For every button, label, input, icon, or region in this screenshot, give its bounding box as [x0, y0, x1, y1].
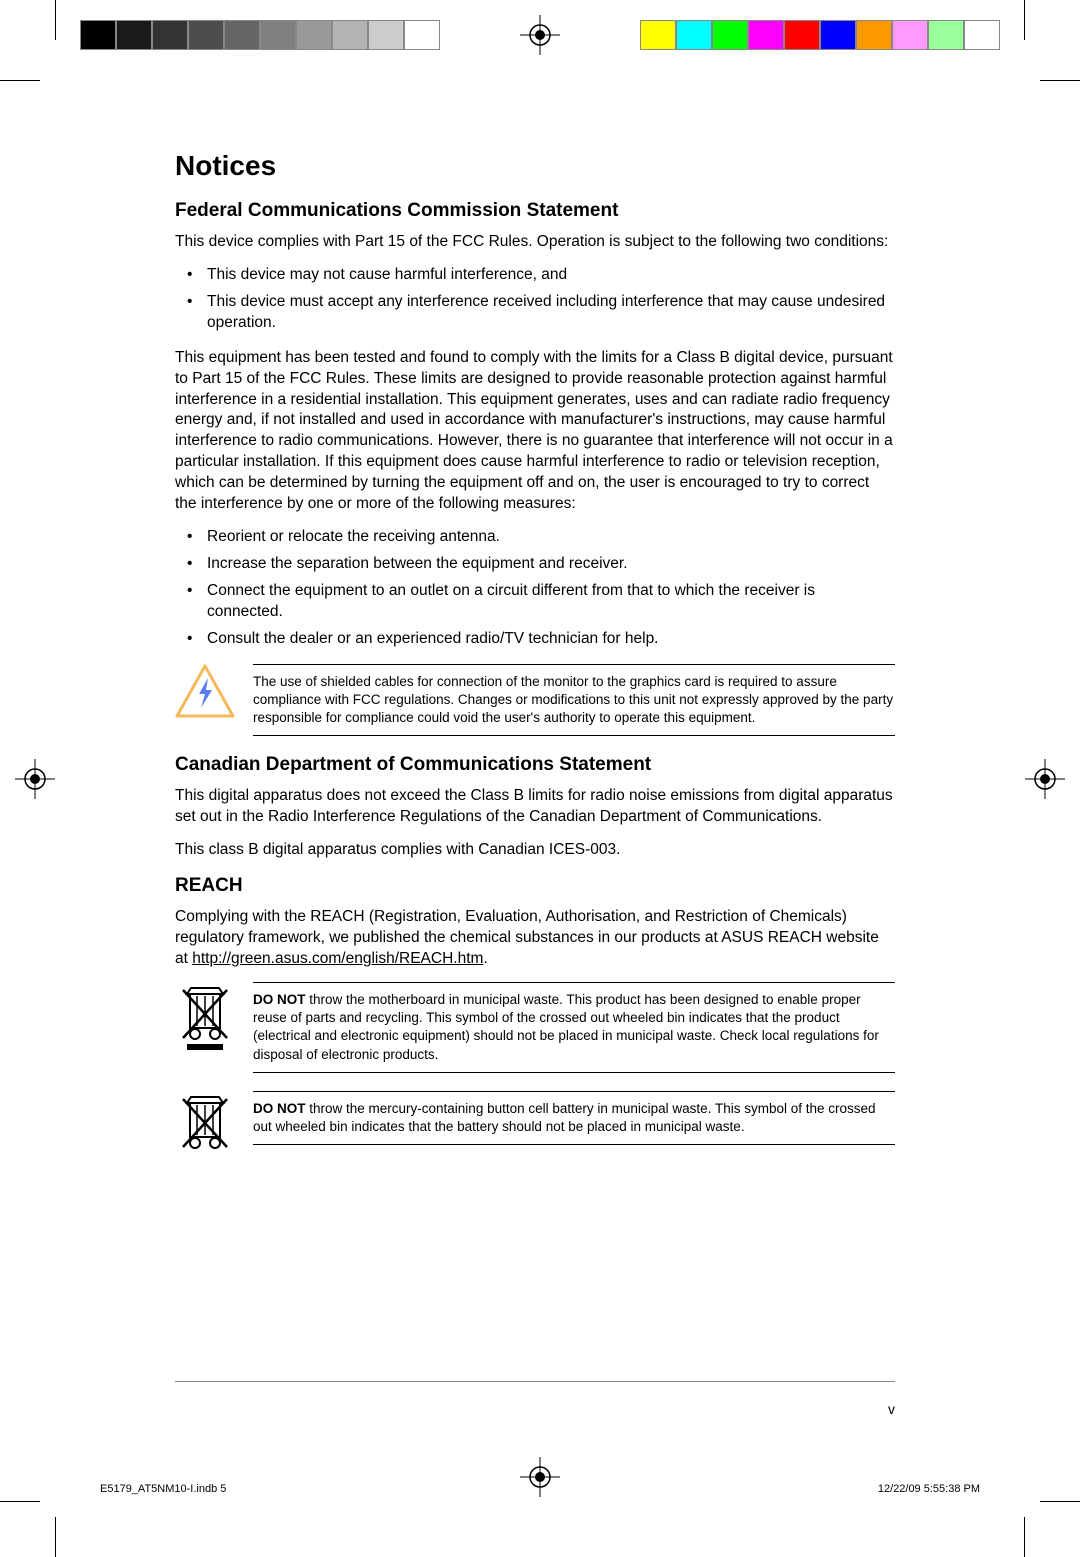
grayscale-colorbar [80, 20, 440, 50]
fcc-body: This equipment has been tested and found… [175, 348, 895, 515]
fcc-note-text: The use of shielded cables for connectio… [253, 664, 895, 737]
list-item: Connect the equipment to an outlet on a … [175, 581, 895, 623]
reach-link[interactable]: http://green.asus.com/english/REACH.htm [192, 950, 483, 967]
registration-mark-icon [520, 1457, 560, 1497]
canada-p2: This class B digital apparatus complies … [175, 840, 895, 861]
list-item: Reorient or relocate the receiving anten… [175, 527, 895, 548]
fcc-heading: Federal Communications Commission Statem… [175, 200, 895, 222]
registration-mark-icon [520, 15, 560, 55]
weee-battery-box: DO NOT throw the mercury-containing butt… [175, 1091, 895, 1166]
crop-mark [1024, 1517, 1025, 1557]
list-item: Consult the dealer or an experienced rad… [175, 629, 895, 650]
weee-motherboard-box: DO NOT throw the motherboard in municipa… [175, 982, 895, 1073]
crop-mark [55, 1517, 56, 1557]
fcc-note-box: The use of shielded cables for connectio… [175, 664, 895, 737]
page-number: v [888, 1401, 895, 1417]
fcc-intro: This device complies with Part 15 of the… [175, 232, 895, 253]
footer-timestamp: 12/22/09 5:55:38 PM [878, 1483, 980, 1495]
page-content: Notices Federal Communications Commissio… [175, 150, 895, 1184]
list-item: This device may not cause harmful interf… [175, 265, 895, 286]
registration-mark-icon [1025, 759, 1065, 799]
footer-filename: E5179_AT5NM10-I.indb 5 [100, 1483, 226, 1495]
crop-mark [0, 1501, 40, 1502]
caution-lightning-icon [175, 664, 235, 723]
weee-bin-icon [175, 1091, 235, 1166]
crop-mark [1040, 1501, 1080, 1502]
weee-bin-icon [175, 982, 235, 1057]
list-item: Increase the separation between the equi… [175, 554, 895, 575]
canada-p1: This digital apparatus does not exceed t… [175, 786, 895, 828]
fcc-conditions-list: This device may not cause harmful interf… [175, 265, 895, 334]
list-item: This device must accept any interference… [175, 292, 895, 334]
crop-mark [0, 80, 40, 81]
registration-mark-icon [15, 759, 55, 799]
reach-body: Complying with the REACH (Registration, … [175, 907, 895, 970]
fcc-measures-list: Reorient or relocate the receiving anten… [175, 527, 895, 650]
footer-rule [175, 1381, 895, 1382]
crop-mark [1040, 80, 1080, 81]
reach-heading: REACH [175, 875, 895, 897]
weee-motherboard-text: DO NOT throw the motherboard in municipa… [253, 982, 895, 1073]
crop-mark [1024, 0, 1025, 40]
page-title: Notices [175, 150, 895, 182]
weee-battery-text: DO NOT throw the mercury-containing butt… [253, 1091, 895, 1145]
color-colorbar [640, 20, 1000, 50]
crop-mark [55, 0, 56, 40]
canada-heading: Canadian Department of Communications St… [175, 754, 895, 776]
